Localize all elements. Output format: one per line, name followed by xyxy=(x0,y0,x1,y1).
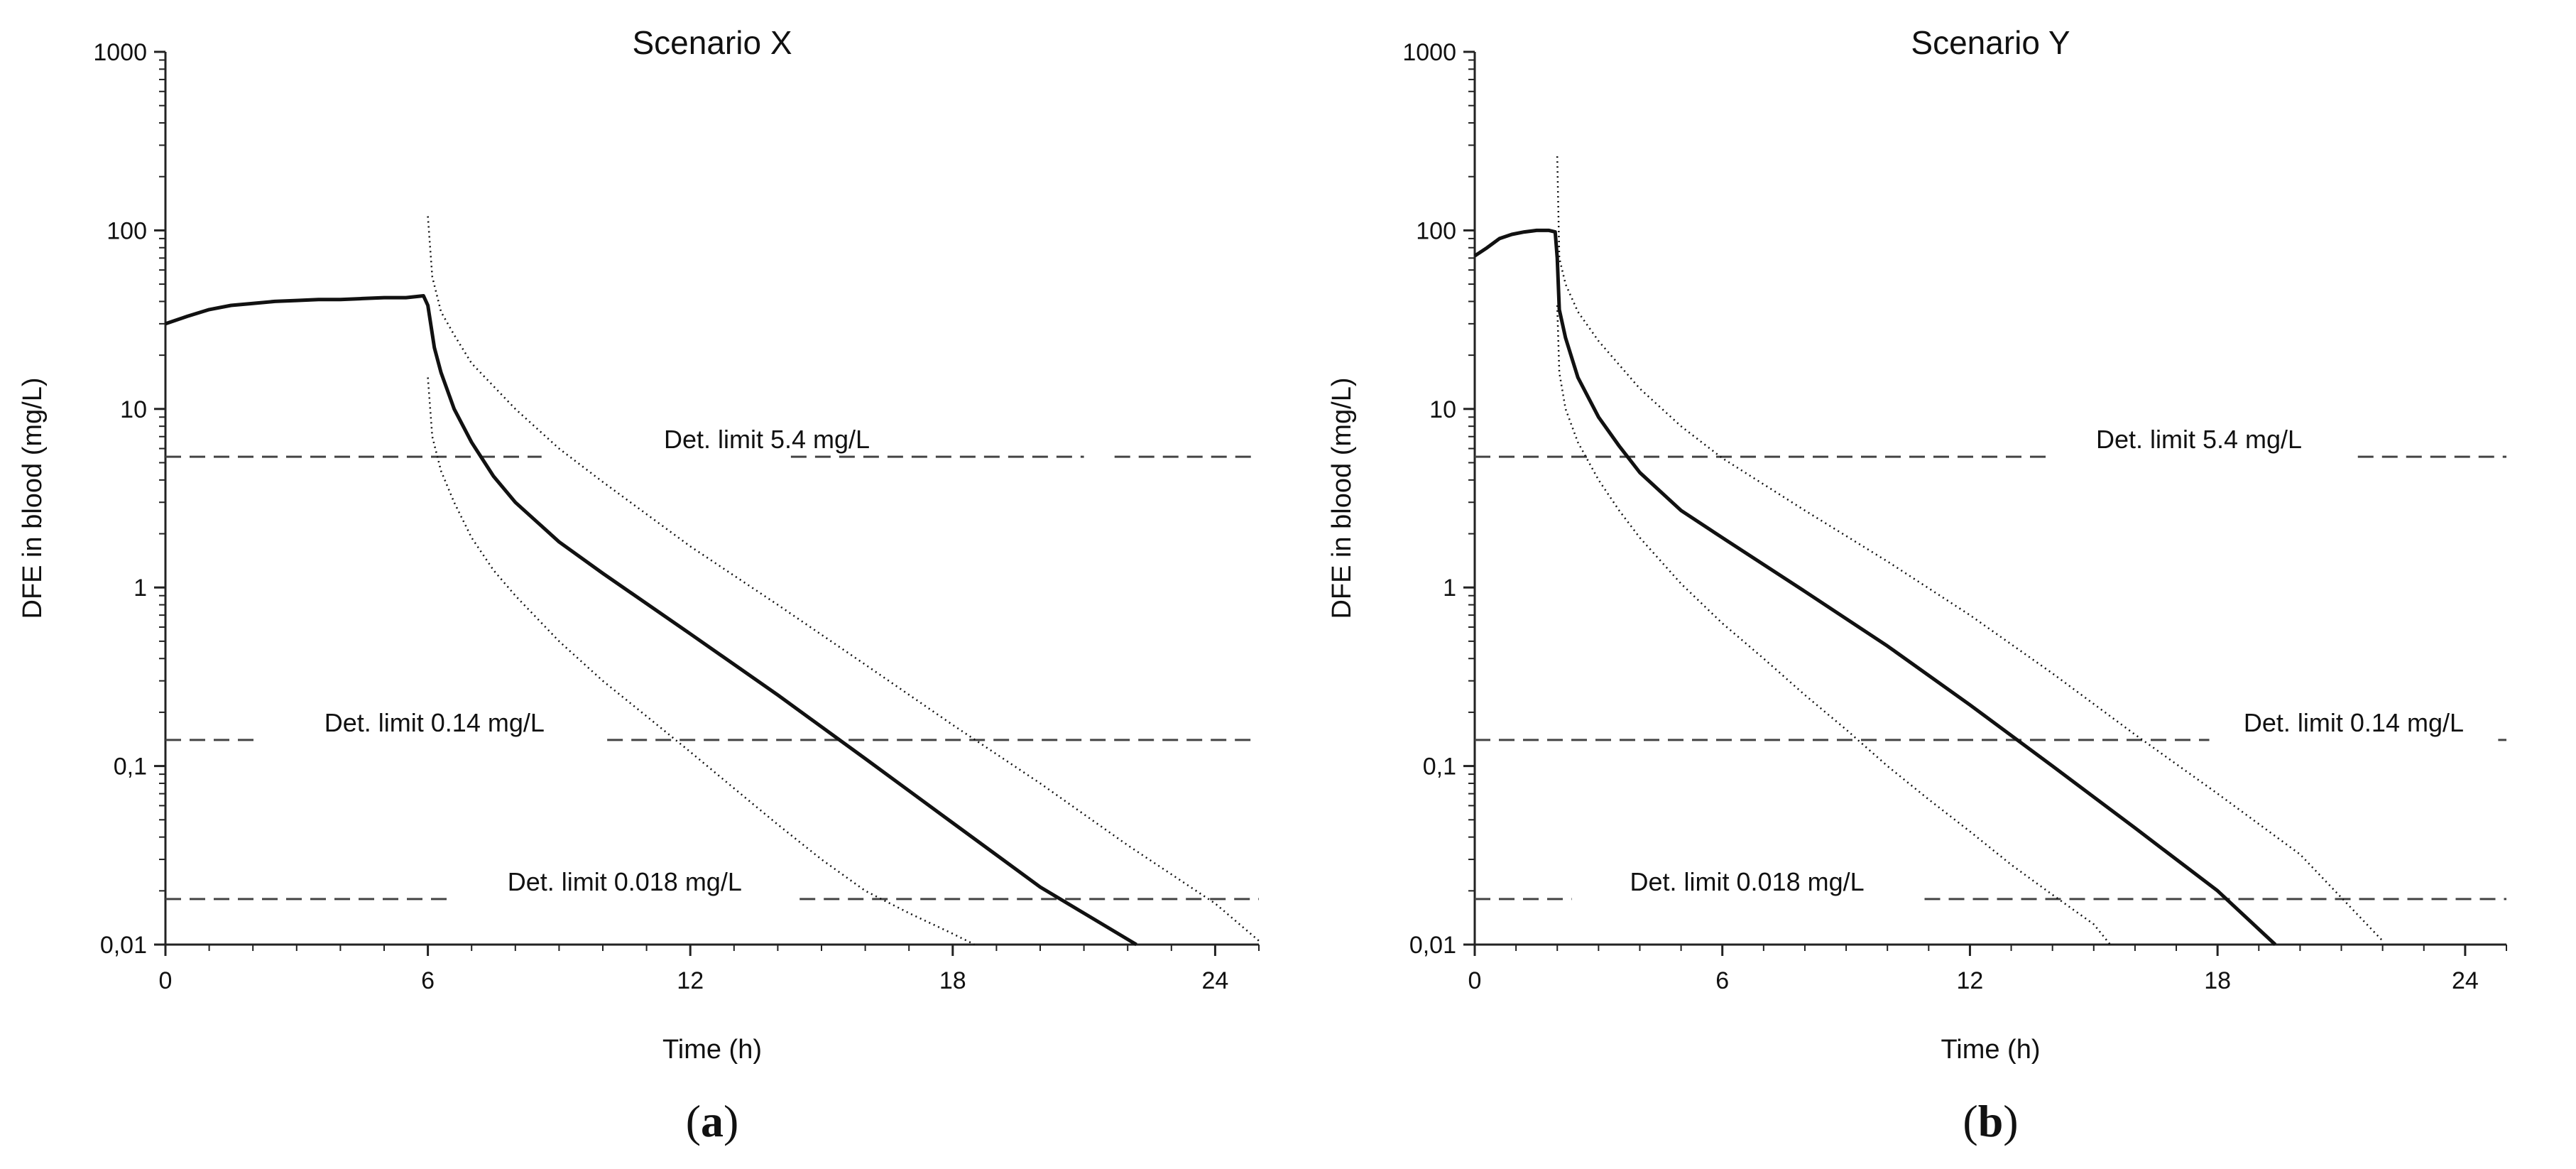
x-tick-label: 6 xyxy=(1715,967,1729,994)
x-axis-label: Time (h) xyxy=(1941,1035,2040,1065)
x-tick-label: 12 xyxy=(1957,967,1984,994)
y-tick-label: 100 xyxy=(1416,217,1456,244)
y-tick-label: 0,01 xyxy=(100,932,147,959)
series-median xyxy=(1473,228,2277,946)
chart-title: Scenario Y xyxy=(1911,24,2070,61)
x-tick-label: 18 xyxy=(2204,967,2231,994)
x-tick-label: 6 xyxy=(421,967,435,994)
x-tick-label: 18 xyxy=(939,967,966,994)
detection-limit-label: Det. limit 5.4 mg/L xyxy=(664,425,870,454)
panel-label: (a) xyxy=(686,1096,739,1146)
detection-limit-label: Det. limit 0.018 mg/L xyxy=(1630,867,1865,896)
y-axis-label: DFE in blood (mg/L) xyxy=(18,377,48,619)
chart-title: Scenario X xyxy=(632,24,792,61)
panel-label-letter: b xyxy=(1978,1096,2004,1146)
panel-label-close: ) xyxy=(2003,1096,2018,1146)
x-tick-label: 24 xyxy=(2452,967,2479,994)
x-tick-label: 0 xyxy=(1468,967,1482,994)
x-tick-label: 12 xyxy=(677,967,704,994)
y-tick-label: 0,1 xyxy=(1423,754,1456,781)
panel-label: (b) xyxy=(1963,1096,2018,1146)
x-tick-label: 0 xyxy=(159,967,173,994)
y-tick-label: 1 xyxy=(1443,575,1456,602)
y-tick-label: 1000 xyxy=(1402,39,1456,66)
y-tick-label: 1 xyxy=(133,575,147,602)
detection-limit-label: Det. limit 5.4 mg/L xyxy=(2096,425,2302,454)
series-median xyxy=(165,294,1137,947)
series-lower-bound xyxy=(1556,305,2111,945)
series-lower-bound xyxy=(427,377,976,946)
panel-label-open: ( xyxy=(686,1096,701,1146)
panel-label-close: ) xyxy=(724,1096,738,1146)
y-tick-label: 10 xyxy=(1429,396,1456,423)
y-tick-label: 0,01 xyxy=(1409,932,1456,959)
chart-panel-b: Scenario Y Time (h) DFE in blood (mg/L) … xyxy=(1327,24,2507,1146)
series-upper-bound xyxy=(1556,156,2384,942)
y-tick-label: 1000 xyxy=(93,39,147,66)
detection-limit-label: Det. limit 0.018 mg/L xyxy=(508,867,742,896)
panel-label-letter: a xyxy=(701,1096,724,1146)
y-tick-label: 10 xyxy=(120,396,147,423)
y-axis-label: DFE in blood (mg/L) xyxy=(1327,377,1357,619)
series-upper-bound xyxy=(427,216,1260,942)
chart-panel-a: Scenario X Time (h) DFE in blood (mg/L) … xyxy=(18,24,1260,1146)
panel-label-open: ( xyxy=(1963,1096,1977,1146)
y-tick-label: 0,1 xyxy=(114,754,147,781)
x-tick-label: 24 xyxy=(1201,967,1228,994)
x-axis-label: Time (h) xyxy=(662,1035,762,1065)
y-tick-label: 100 xyxy=(107,217,147,244)
detection-limit-label: Det. limit 0.14 mg/L xyxy=(2244,708,2464,737)
detection-limit-label: Det. limit 0.14 mg/L xyxy=(324,708,545,737)
